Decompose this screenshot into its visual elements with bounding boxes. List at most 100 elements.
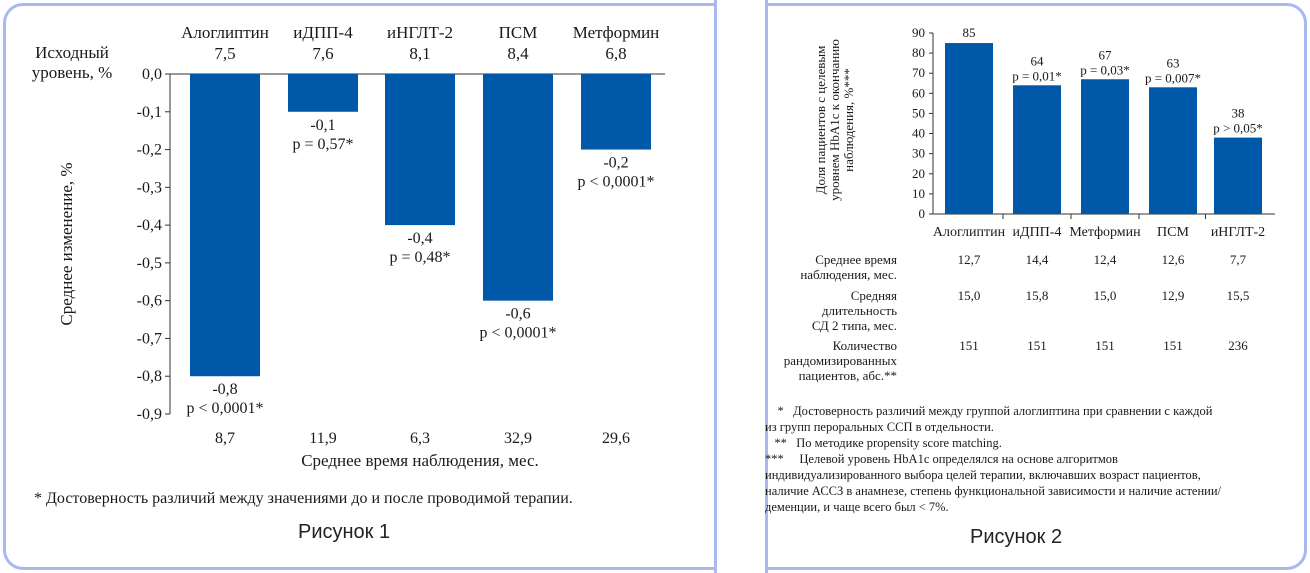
follow-up-value: 6,3 [410,430,430,447]
note-line: * Достоверность различий между группой а… [765,404,1213,418]
y-axis-label: уровнем HbA1c к окончанию [827,39,842,201]
bar [288,74,358,112]
y-tick-label: -0,2 [137,142,162,159]
chart-figure-2: 0 10 20 30 40 50 60 70 80 90 Доля пациентов с целе… [784,25,1275,383]
y-tick-label: -0,7 [137,330,162,347]
bar-value-label: 38 [1232,106,1245,121]
table-cell: 151 [1095,338,1115,353]
table-row-label: длительность [822,303,897,318]
y-axis-label: наблюдения, %*** [841,68,856,172]
category-label: ПСМ [1157,225,1189,240]
table-row-label: СД 2 типа, мес. [812,318,897,333]
table-cell: 151 [1027,338,1047,353]
table-cell: 12,7 [958,252,981,267]
note-line: ** По методике propensity score matching… [765,436,1002,450]
category-label: ПСМ [499,23,538,42]
figure1-caption: Рисунок 1 [298,521,391,543]
y-tick-label: 60 [912,85,925,100]
y-tick-label: 70 [912,65,925,80]
figure1-footnote: * Достоверность различий между значениям… [34,490,573,507]
y-tick-label: -0,1 [137,104,162,121]
bar-p-value: p = 0,01* [1012,68,1062,83]
bar [483,74,553,301]
table-cell: 15,0 [958,288,981,303]
bar-p-value: p < 0,0001* [186,400,263,417]
baseline-label: уровень, % [32,63,112,82]
bar-value-label: -0,2 [603,155,628,172]
y-tick-label: 20 [912,166,925,181]
table-cell: 12,6 [1162,252,1185,267]
table-cell: 15,8 [1026,288,1049,303]
table-cell: 15,0 [1094,288,1117,303]
table-cell: 151 [1163,338,1183,353]
category-label: иДПП-4 [1013,225,1062,240]
bar-p-value: p = 0,03* [1080,62,1130,77]
figure2-caption: Рисунок 2 [970,526,1063,548]
y-tick-label: 40 [912,126,925,141]
bar [581,74,651,150]
table-row-label: пациентов, абс.** [799,368,897,383]
follow-up-value: 11,9 [309,430,336,447]
bar [1149,87,1197,214]
y-tick-label: -0,3 [137,179,162,196]
table-row-label: Среднее время [815,252,897,267]
table-cell: 15,5 [1227,288,1250,303]
bar [1214,137,1262,214]
table-cell: 12,9 [1162,288,1185,303]
baseline-value: 8,4 [507,44,529,63]
y-tick-label: 90 [912,25,925,40]
table-row-label: наблюдения, мес. [800,267,897,282]
y-tick-label: 80 [912,45,925,60]
bar [190,74,260,377]
y-tick-label: 0 [919,206,926,221]
baseline-value: 7,5 [214,44,235,63]
category-label: Алоглиптин [181,23,269,42]
y-axis-label: Доля пациентов с целевым [813,46,828,195]
follow-up-value: 8,7 [215,430,235,447]
table-row-label: рандомизированных [784,353,898,368]
bar-p-value: p > 0,05* [1213,121,1263,136]
baseline-value: 7,6 [312,44,333,63]
chart-figure-1: 0,0 -0,1 -0,2 -0,3 -0,4 -0,5 -0,6 -0,7 -0,8 -0,9 С… [32,23,665,470]
baseline-value: 8,1 [409,44,430,63]
bar [1081,79,1129,214]
table-cell: 151 [959,338,979,353]
category-label: иДПП-4 [293,23,353,42]
bar-p-value: p = 0,007* [1145,70,1201,85]
bar [945,43,993,214]
table-row-label: Количество [833,338,897,353]
note-line: индивидуализированного выбора целей тера… [765,468,1201,482]
bar-value-label: -0,1 [310,117,335,134]
table-cell: 236 [1228,338,1248,353]
table-row-label: Средняя [851,288,897,303]
note-line: деменции, и чаще всего был < 7%. [765,500,949,514]
bar-value-label: 67 [1099,47,1113,62]
y-tick-label: -0,5 [137,255,162,272]
category-label: иНГЛТ-2 [1211,225,1265,240]
bar-value-label: -0,4 [407,230,432,247]
y-tick-label: -0,8 [137,368,162,385]
table-cell: 7,7 [1230,252,1247,267]
note-line: из групп пероральных ССП в отдельности. [765,420,994,434]
y-tick-label: -0,6 [137,293,162,310]
note-line: *** Целевой уровень HbA1c определялся на… [765,452,1118,466]
y-tick-label: 30 [912,146,925,161]
panel-divider [714,0,768,573]
category-label: Метформин [1069,225,1141,240]
bar-p-value: p < 0,0001* [479,325,556,342]
bar [1013,85,1061,215]
y-tick-label: 50 [912,105,925,120]
bar-p-value: p = 0,48* [389,249,450,266]
figure2-notes: * Достоверность различий между группой а… [765,403,1285,515]
category-label: иНГЛТ-2 [387,23,453,42]
bar-value-label: -0,8 [212,381,237,398]
y-axis-label: Среднее изменение, % [57,162,76,325]
bar-p-value: p < 0,0001* [577,174,654,191]
follow-up-value: 29,6 [602,430,630,447]
baseline-label: Исходный [35,43,109,62]
bar-value-label: 64 [1031,53,1045,68]
bar-value-label: 85 [963,25,976,40]
category-label: Алоглиптин [933,225,1006,240]
bar [385,74,455,226]
x-axis-label: Среднее время наблюдения, мес. [301,451,539,470]
